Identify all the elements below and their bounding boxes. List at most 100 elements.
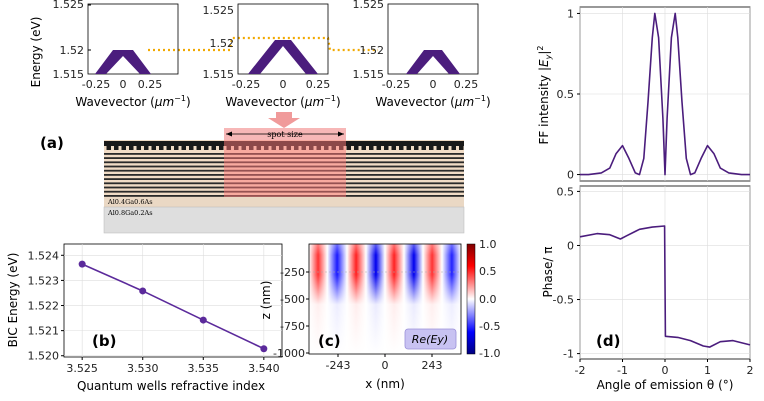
grating-tooth <box>421 146 426 150</box>
schematic-panel-a: (a) spot size Al0.4Ga0.6As Al0.8Ga0.2As <box>40 112 465 234</box>
xtick-pos: 0.25 <box>454 78 479 91</box>
grating-tooth <box>429 146 434 150</box>
chart-d-bottom-ylabel: Phase/ π <box>541 247 555 298</box>
ytick-label: -1 <box>563 348 574 361</box>
ytick-label: 0.5 <box>557 88 575 101</box>
chart-b-ylabel: BIC Energy (eV) <box>6 253 20 348</box>
cbar-tick: 0.5 <box>479 265 497 278</box>
xtick-neg: -0.25 <box>232 78 260 91</box>
grating-tooth <box>399 146 404 150</box>
c-xtick: 243 <box>422 359 443 372</box>
xtick-pos: 0.25 <box>138 78 163 91</box>
chart-b-yticks: 1.520 1.521 1.522 1.523 1.524 <box>28 249 64 363</box>
grating-tooth <box>451 146 456 150</box>
grating-tooth <box>406 146 411 150</box>
grating-tooth <box>369 146 374 150</box>
band-cone-1 <box>95 50 151 74</box>
ytick-label: 1.520 <box>28 350 60 363</box>
grating-tooth <box>196 146 201 150</box>
grating-tooth <box>391 146 396 150</box>
grating-tooth <box>211 146 216 150</box>
xtick-label: -1 <box>617 364 628 377</box>
bic-dash-line <box>148 36 378 52</box>
xtick-label: 3.535 <box>188 362 220 375</box>
ytick-152: 1.52 <box>210 37 235 50</box>
grating-tooth <box>444 146 449 150</box>
xtick-zero: 0 <box>430 78 437 91</box>
ytick-1515: 1.515 <box>53 68 85 81</box>
grating-tooth <box>129 146 134 150</box>
spot-size-label: spot size <box>267 130 303 139</box>
grating-tooth <box>204 146 209 150</box>
chart-c: -250 -500 -750 -1000 -243 0 243 x (nm) z… <box>259 238 500 391</box>
grating-tooth <box>436 146 441 150</box>
xtick-label: 0 <box>662 364 669 377</box>
ytick-1515: 1.515 <box>353 68 385 81</box>
cbar-tick: 0.0 <box>479 293 497 306</box>
ytick-1525: 1.525 <box>53 0 85 11</box>
bands-xlabel: Wavevector (μm−1) <box>225 94 340 109</box>
ytick-label: 1.521 <box>28 325 60 338</box>
chart-d-bottom-curve <box>579 225 751 348</box>
ytick-1525: 1.525 <box>203 4 235 17</box>
chart-d: 00.51 FF intensity |Ey|2 0.50-0.5-1 -2 -1… <box>536 6 754 392</box>
chart-d-xlabel: Angle of emission θ (°) <box>597 378 734 392</box>
grating-tooth <box>376 146 381 150</box>
grating-tooth <box>181 146 186 150</box>
chart-b: 1.520 1.521 1.522 1.523 1.524 3.525 3.530 3.53… <box>6 243 283 393</box>
band-inset-3: 1.525 1.52 1.515 -0.25 0 0.25 Wavevector… <box>353 0 491 109</box>
ytick-152: 1.52 <box>360 44 385 57</box>
c-ytick: -750 <box>280 320 305 333</box>
data-point <box>260 345 268 353</box>
ytick-1525: 1.525 <box>353 0 385 11</box>
grating-tooth <box>144 146 149 150</box>
chart-b-series-line <box>81 263 265 350</box>
ytick-label: -0.5 <box>553 294 574 307</box>
chart-b-frame <box>63 243 283 358</box>
chart-d-top-yticks: 00.51 <box>557 7 580 182</box>
xtick-label: 3.530 <box>127 362 159 375</box>
c-ytick: -1000 <box>273 347 305 360</box>
grating-tooth <box>361 146 366 150</box>
grating-tooth <box>159 146 164 150</box>
panel-label-b: (b) <box>92 332 116 350</box>
ytick-1515: 1.515 <box>203 68 235 81</box>
layer2-label: Al0.8Ga0.2As <box>107 209 153 217</box>
grating-tooth <box>346 146 351 150</box>
panel-label-d: (d) <box>596 332 620 350</box>
grating-tooth <box>219 146 224 150</box>
legend-box <box>404 328 457 350</box>
ytick-label: 0 <box>567 239 574 252</box>
spot-overlay <box>224 140 346 206</box>
ytick-label: 0 <box>567 169 574 182</box>
xtick-zero: 0 <box>120 78 127 91</box>
grating-tooth <box>121 146 126 150</box>
cbar-tick: -1.0 <box>479 347 500 360</box>
data-point <box>139 287 147 295</box>
cbar-tick: 1.0 <box>479 238 497 251</box>
band-cone-3 <box>406 50 460 74</box>
chart-b-xlabel: Quantum wells refractive index <box>77 379 265 393</box>
chart-d-bottom-xticks: -2 -1 0 1 2 <box>575 359 754 377</box>
spot-arrow <box>268 112 300 128</box>
bands-xlabel: Wavevector (μm−1) <box>75 94 190 109</box>
grating-tooth <box>136 146 141 150</box>
ytick-label: 1.522 <box>28 300 60 313</box>
grating-tooth <box>174 146 179 150</box>
ytick-label: 1.524 <box>28 249 60 262</box>
ytick-label: 1.523 <box>28 274 60 287</box>
legend-text: Re(Ey) <box>412 333 448 346</box>
chart-d-top-ylabel: FF intensity |Ey|2 <box>536 46 553 145</box>
layer1-label: Al0.4Ga0.6As <box>107 198 153 206</box>
data-point <box>199 316 207 324</box>
chart-b-xticks: 3.525 3.530 3.535 3.540 <box>66 357 280 375</box>
grating-tooth <box>114 146 119 150</box>
panel-label-c: (c) <box>318 332 341 350</box>
band-cone-2 <box>248 40 318 74</box>
c-ytick: -500 <box>280 293 305 306</box>
cbar-tick: -0.5 <box>479 320 500 333</box>
grating-tooth <box>166 146 171 150</box>
ytick-label: 0.5 <box>557 185 575 198</box>
xtick-label: 3.525 <box>66 362 98 375</box>
